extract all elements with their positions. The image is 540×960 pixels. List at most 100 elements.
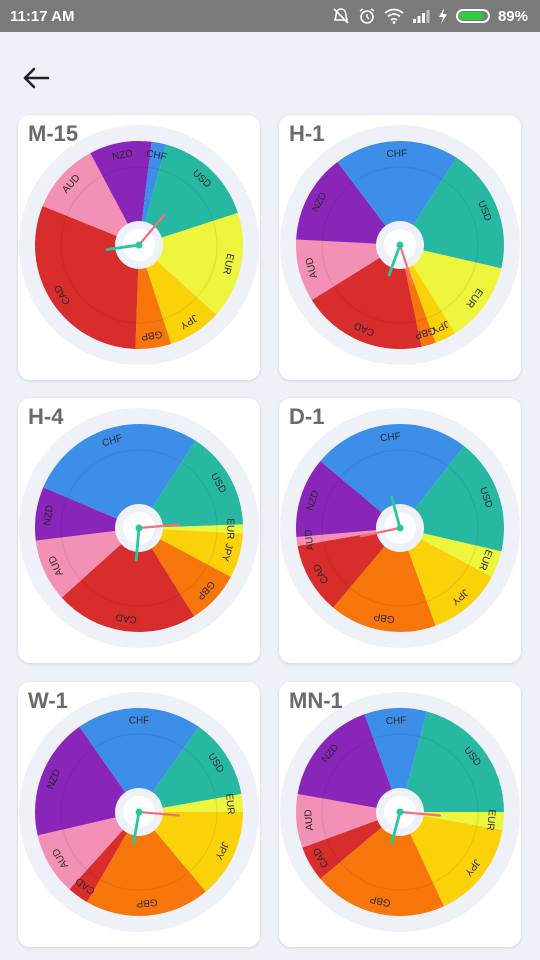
segment-label-eur: EUR bbox=[220, 252, 235, 275]
hand-green bbox=[105, 243, 141, 251]
wheel-guide-ring bbox=[60, 733, 218, 891]
hand-red bbox=[137, 523, 180, 530]
segment-label-cad: CAD bbox=[115, 611, 137, 625]
segment-nzd bbox=[296, 461, 400, 538]
segment-chf bbox=[364, 707, 427, 812]
hand-green bbox=[132, 810, 141, 845]
segment-chf bbox=[337, 141, 457, 245]
segment-gbp bbox=[139, 528, 231, 617]
hand-red bbox=[398, 243, 414, 285]
segment-aud bbox=[35, 528, 139, 598]
mute-alarm-icon bbox=[333, 8, 349, 24]
chart-card-w-1[interactable]: W-1 CHF USD EUR JPY GBP CAD AUD NZD bbox=[18, 682, 260, 947]
chart-title: H-4 bbox=[28, 404, 64, 429]
segment-chf bbox=[320, 424, 465, 528]
segment-label-gbp: GBP bbox=[369, 893, 392, 908]
segment-cad bbox=[69, 812, 139, 903]
chart-title: MN-1 bbox=[289, 688, 343, 713]
segment-aud bbox=[37, 812, 139, 890]
battery-icon bbox=[455, 9, 490, 23]
segment-label-aud: AUD bbox=[304, 256, 320, 279]
arrow-left-icon bbox=[23, 67, 50, 89]
hand-pivot bbox=[135, 241, 143, 249]
segment-cad bbox=[297, 528, 400, 608]
segment-label-chf: CHF bbox=[386, 715, 407, 727]
segment-nzd bbox=[35, 487, 139, 541]
segment-nzd bbox=[297, 714, 400, 812]
hand-red bbox=[398, 810, 441, 817]
segment-nzd bbox=[35, 726, 139, 836]
wheel-guide-ring bbox=[60, 166, 218, 324]
segment-jpy bbox=[400, 812, 503, 907]
segment-usd bbox=[139, 726, 242, 812]
chart-card-m-15[interactable]: M-15 NZD CHF USD EUR JPY GBP CAD AUD bbox=[18, 115, 260, 380]
hand-red bbox=[137, 810, 180, 817]
segment-label-chf: CHF bbox=[386, 148, 407, 160]
hand-green bbox=[387, 243, 402, 277]
segment-jpy bbox=[139, 528, 243, 577]
segment-usd bbox=[400, 446, 504, 552]
status-bar: 11:17 AM 89% bbox=[0, 0, 540, 32]
hand-green bbox=[134, 526, 141, 562]
segment-label-gbp: GBP bbox=[373, 610, 396, 625]
chart-card-h-1[interactable]: H-1 CHF USD EUR JPY GBP CAD AUD NZD bbox=[279, 115, 521, 380]
segment-label-eur: EUR bbox=[223, 793, 236, 815]
segment-usd bbox=[139, 144, 238, 245]
hand-green bbox=[390, 810, 402, 845]
segment-aud bbox=[295, 793, 400, 848]
hand-red bbox=[137, 213, 166, 247]
chart-card-h-4[interactable]: H-4 CHF USD EUR JPY GBP CAD AUD NZD bbox=[18, 398, 260, 663]
segment-eur bbox=[400, 812, 504, 831]
back-button[interactable] bbox=[14, 58, 58, 98]
segment-eur bbox=[400, 528, 502, 577]
segment-gbp bbox=[320, 812, 444, 917]
chart-title: M-15 bbox=[28, 121, 79, 146]
segment-jpy bbox=[139, 812, 243, 892]
segment-usd bbox=[400, 157, 504, 269]
segment-chf bbox=[43, 424, 196, 528]
hand-pivot bbox=[396, 524, 404, 532]
segment-eur bbox=[139, 524, 244, 534]
segment-label-chf: CHF bbox=[145, 148, 167, 163]
segment-jpy bbox=[139, 245, 217, 344]
segment-label-jpy: JPY bbox=[219, 542, 235, 563]
segment-label-nzd: NZD bbox=[42, 504, 56, 526]
hand-pivot bbox=[135, 808, 143, 816]
segment-jpy bbox=[400, 528, 492, 626]
segment-cad bbox=[34, 206, 139, 349]
charging-icon bbox=[438, 8, 447, 24]
segment-label-chf: CHF bbox=[380, 431, 402, 444]
segment-label-eur: EUR bbox=[484, 809, 497, 831]
chart-title: D-1 bbox=[289, 404, 325, 429]
segment-label-chf: CHF bbox=[129, 716, 150, 727]
hand-pivot bbox=[396, 241, 404, 249]
segment-label-nzd: NZD bbox=[111, 148, 133, 163]
chart-card-mn-1[interactable]: MN-1 CHF USD EUR JPY GBP CAD AUD NZD bbox=[279, 682, 521, 947]
hand-pivot bbox=[135, 524, 143, 532]
segment-usd bbox=[139, 440, 243, 528]
alarm-clock-icon bbox=[359, 8, 375, 24]
segment-label-gbp: GBP bbox=[140, 328, 163, 342]
hand-pivot bbox=[396, 808, 404, 816]
battery-percentage: 89% bbox=[497, 7, 528, 25]
segment-label-aud: AUD bbox=[303, 529, 317, 551]
segment-usd bbox=[400, 711, 504, 812]
segment-jpy bbox=[400, 245, 456, 343]
wifi-icon bbox=[384, 8, 404, 24]
chart-title: H-1 bbox=[289, 121, 325, 146]
segment-gbp bbox=[135, 245, 172, 350]
chart-card-d-1[interactable]: D-1 CHF USD EUR JPY GBP CAD AUD NZD bbox=[279, 398, 521, 663]
segment-cad bbox=[61, 528, 195, 633]
segment-nzd bbox=[90, 141, 152, 245]
hand-green bbox=[390, 495, 402, 530]
chart-title: W-1 bbox=[28, 688, 68, 713]
segment-label-gbp: GBP bbox=[136, 896, 158, 909]
segment-chf bbox=[139, 141, 166, 245]
segment-eur bbox=[139, 212, 244, 315]
status-time: 11:17 AM bbox=[10, 7, 75, 25]
segment-eur bbox=[400, 245, 502, 334]
